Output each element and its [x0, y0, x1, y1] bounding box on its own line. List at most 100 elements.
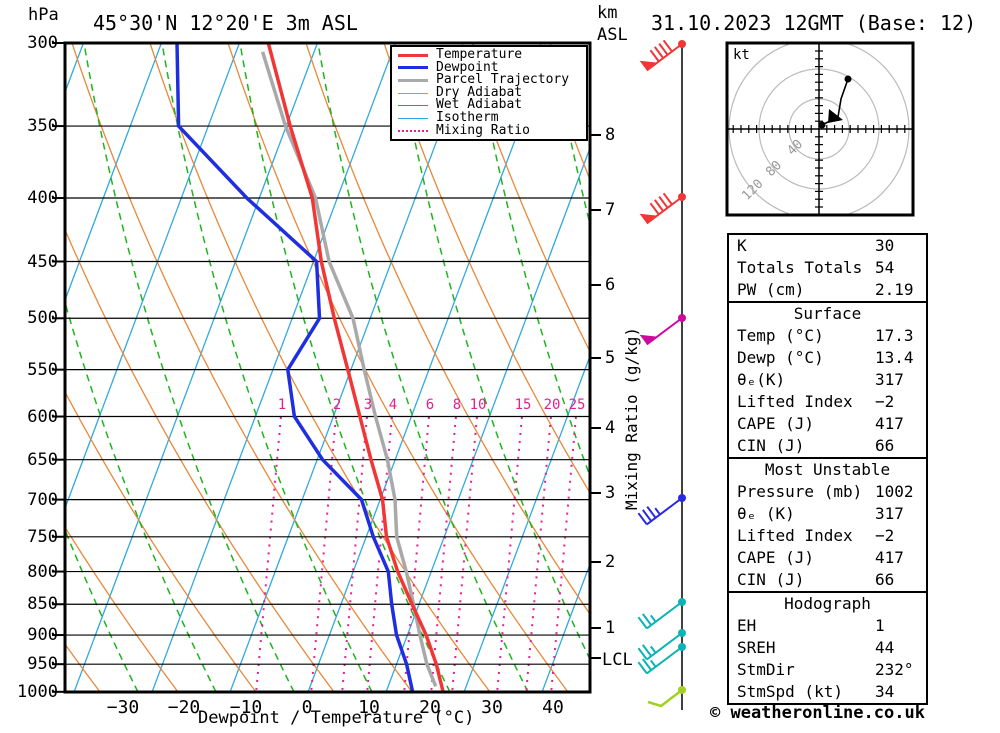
legend-item: Temperature [398, 47, 586, 62]
stats-row-label: CIN (J) [737, 436, 805, 455]
stats-section-title: Hodograph [784, 594, 871, 613]
stats-row: EH 1 [729, 615, 926, 637]
stats-row-label: CIN (J) [737, 570, 805, 589]
pressure-tick-label: 750 [27, 527, 58, 547]
altitude-unit-asl: ASL [597, 25, 628, 45]
temperature-tick-label: 20 [419, 697, 441, 718]
km-asl-tick-label: 6 [605, 275, 616, 295]
dewpoint-curve [175, 44, 415, 691]
edge-ticks [52, 42, 601, 693]
wind-barb-column [637, 39, 686, 710]
legend-item: Mixing Ratio [398, 124, 586, 138]
x-axis-title: Dewpoint / Temperature (°C) [198, 708, 475, 728]
copyright: © weatheronline.co.uk [710, 703, 925, 723]
legend-item-label: Parcel Trajectory [436, 72, 570, 88]
legend-line-swatch [398, 78, 428, 82]
hodograph-unit-label: kt [733, 47, 750, 63]
stats-row-value: 34 [875, 682, 895, 701]
stats-tables: K 30 Totals Totals 54 PW (cm) 2.19 Surface Temp… [727, 233, 928, 705]
stats-row: K 30 [729, 235, 926, 257]
mixing-ratio-value-label: 1 [277, 397, 287, 413]
stats-row-value: −2 [875, 392, 895, 411]
stats-row: CAPE (J) 417 [729, 547, 926, 569]
pressure-unit-label: hPa [28, 5, 59, 25]
parcel-trajectory-curve [260, 51, 438, 688]
wind-barb [647, 686, 686, 708]
stats-row-label: Totals Totals [737, 258, 863, 277]
temperature-tick-label: 0 [301, 697, 313, 718]
pressure-tick-label: 800 [27, 562, 58, 582]
stats-row: Lifted Index −2 [729, 525, 926, 547]
stats-section: K 30 Totals Totals 54 PW (cm) 2.19 [727, 233, 928, 303]
legend-item-label: Temperature [436, 47, 523, 62]
stats-row-value: −2 [875, 526, 895, 545]
legend-line-swatch [398, 117, 428, 119]
km-asl-tick-label: 2 [605, 552, 616, 572]
stats-row: SREH 44 [729, 637, 926, 659]
hodograph-border [725, 41, 915, 217]
station-title: 45°30'N 12°20'E 3m ASL [93, 11, 358, 35]
wind-barb [637, 629, 686, 661]
stats-row-label: Dewp (°C) [737, 348, 824, 367]
stats-row: Pressure (mb) 1002 [729, 481, 926, 503]
legend-item-label: Dewpoint [436, 59, 499, 75]
legend: Temperature Dewpoint Parcel Trajectory Dry … [390, 45, 588, 142]
mixing-ratio-value-label: 15 [514, 397, 532, 413]
mixing-ratio-value-label: 10 [469, 397, 487, 413]
temperature-tick-label: −20 [167, 697, 201, 718]
stats-row-value: 232° [875, 660, 914, 679]
temperature-tick-label: 10 [358, 697, 380, 718]
stats-row-label: PW (cm) [737, 280, 805, 299]
pressure-tick-label: 400 [27, 188, 58, 208]
mixing-ratio-value-label: 4 [388, 397, 398, 413]
km-asl-tick-label: 8 [605, 125, 616, 145]
stats-row-value: 1002 [875, 482, 914, 501]
stats-row-label: Pressure (mb) [737, 482, 863, 501]
temperature-tick-label: 30 [481, 697, 503, 718]
pressure-tick-label: 350 [27, 116, 58, 136]
km-asl-tick-label: 7 [605, 200, 616, 220]
datetime-title: 31.10.2023 12GMT (Base: 12) [651, 11, 977, 35]
mixing-ratio-axis-label: Mixing Ratio (g/kg) [622, 326, 641, 510]
pressure-tick-label: 950 [27, 654, 58, 674]
mixing-ratio-value-label: 8 [452, 397, 462, 413]
lcl-label: LCL [602, 650, 633, 670]
stats-section-title: Surface [793, 304, 862, 323]
legend-item-label: Isotherm [436, 109, 499, 125]
stats-row-label: K [737, 236, 747, 255]
hodograph-ring-label: 40 [784, 137, 806, 159]
stats-row-label: EH [737, 616, 757, 635]
stats-row-label: θₑ(K) [737, 370, 786, 389]
altitude-unit-km: km [597, 3, 618, 23]
stats-row-label: Lifted Index [737, 392, 853, 411]
pressure-tick-label: 300 [27, 33, 58, 53]
stats-row-value: 417 [875, 548, 904, 567]
wind-barb [639, 192, 686, 225]
plot-border [63, 41, 592, 694]
mixing-ratio-value-label: 25 [568, 397, 586, 413]
stats-row: Totals Totals 54 [729, 257, 926, 279]
stats-row: θₑ (K) 317 [729, 503, 926, 525]
legend-line-swatch [398, 92, 428, 94]
legend-item: Wet Adiabat [398, 99, 586, 112]
stats-row-value: 66 [875, 570, 895, 589]
stats-row: Lifted Index −2 [729, 391, 926, 413]
temperature-tick-label: −30 [106, 697, 140, 718]
stats-row: CIN (J) 66 [729, 435, 926, 457]
stats-row-label: CAPE (J) [737, 548, 815, 567]
stats-row: CIN (J) 66 [729, 569, 926, 591]
temperature-curve [266, 44, 445, 691]
stats-row: PW (cm) 2.19 [729, 279, 926, 301]
legend-line-swatch [398, 53, 428, 57]
pressure-tick-label: 600 [27, 407, 58, 427]
mixing-ratio-value-label: 6 [425, 397, 435, 413]
legend-item: Isotherm [398, 109, 586, 125]
temperature-tick-label: −10 [229, 697, 263, 718]
stats-section-title: Most Unstable [764, 460, 891, 479]
pressure-tick-label: 650 [27, 450, 58, 470]
wind-barb [639, 39, 686, 72]
legend-line-swatch [398, 129, 428, 132]
stats-row-value: 317 [875, 504, 904, 523]
